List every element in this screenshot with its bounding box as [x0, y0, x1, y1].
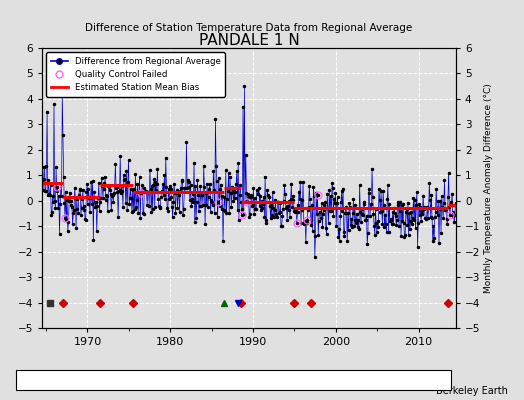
Text: Station Move: Station Move [43, 374, 103, 382]
Title: PANDALE 1 N: PANDALE 1 N [199, 33, 299, 48]
Text: Berkeley Earth: Berkeley Earth [436, 386, 508, 396]
Text: Empirical Break: Empirical Break [367, 374, 438, 382]
Legend: Difference from Regional Average, Quality Control Failed, Estimated Station Mean: Difference from Regional Average, Qualit… [46, 52, 225, 96]
Text: Time of Obs. Change: Time of Obs. Change [238, 374, 333, 382]
Text: Empirical Break: Empirical Break [367, 374, 438, 382]
Text: Difference of Station Temperature Data from Regional Average: Difference of Station Temperature Data f… [85, 22, 412, 33]
Text: Time of Obs. Change: Time of Obs. Change [238, 374, 333, 382]
Text: Record Gap: Record Gap [144, 374, 196, 382]
Text: Record Gap: Record Gap [144, 374, 196, 382]
Text: Station Move: Station Move [43, 374, 103, 382]
Y-axis label: Monthly Temperature Anomaly Difference (°C): Monthly Temperature Anomaly Difference (… [485, 83, 494, 293]
